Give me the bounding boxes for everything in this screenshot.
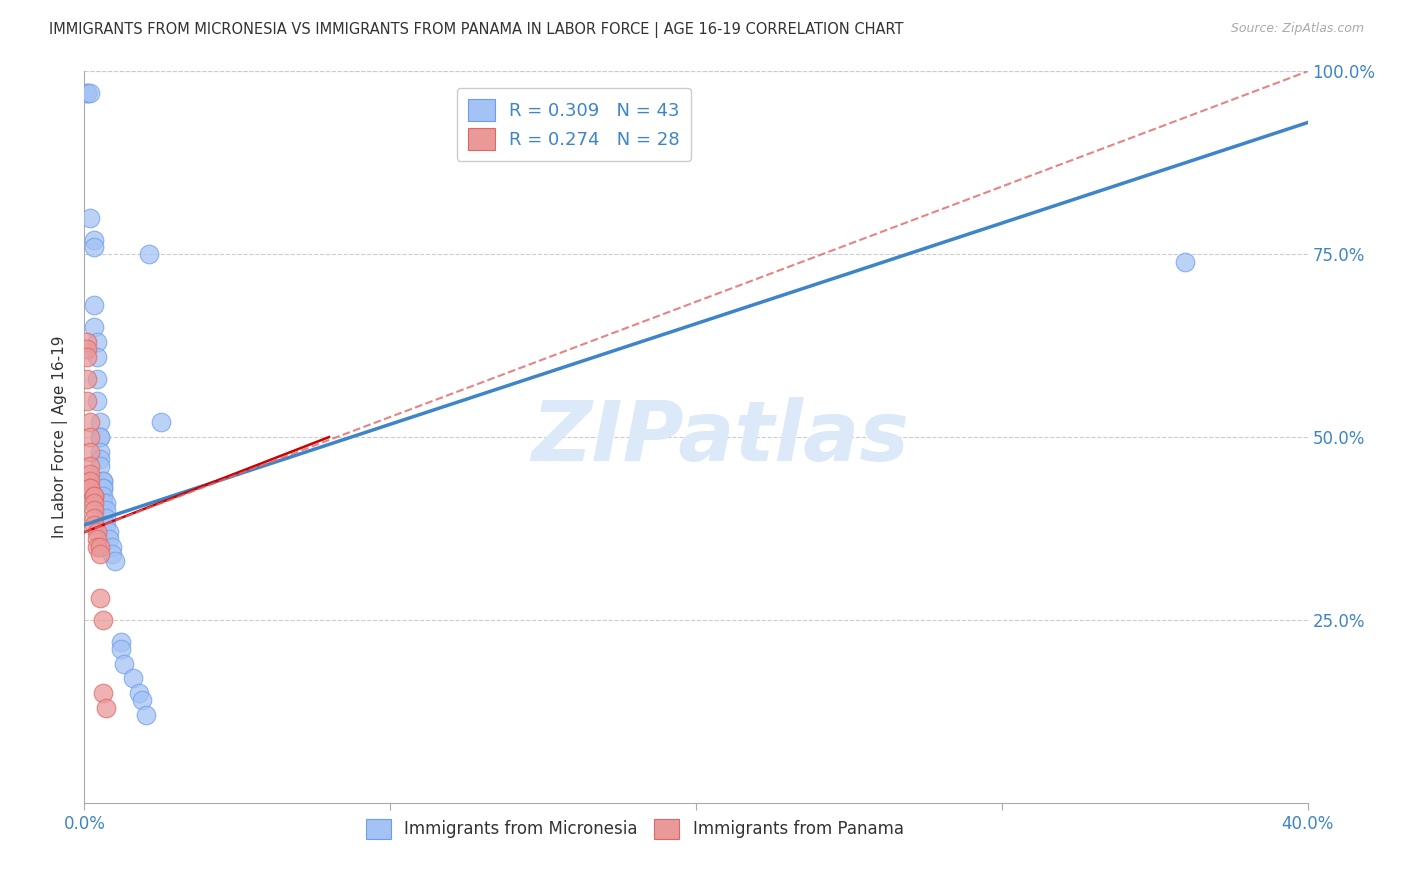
Point (79, 430, 101, 444)
Point (91, 474, 114, 488)
Point (76, 393, 98, 408)
Point (86, 371, 108, 385)
Point (89, 591, 111, 605)
Text: IMMIGRANTS FROM MICRONESIA VS IMMIGRANTS FROM PANAMA IN LABOR FORCE | AGE 16-19 : IMMIGRANTS FROM MICRONESIA VS IMMIGRANTS… (49, 22, 904, 38)
Point (97, 533, 120, 547)
Point (86, 350, 108, 364)
Point (79, 459, 101, 474)
Point (89, 430, 111, 444)
Point (76, 87, 98, 101)
Point (79, 211, 101, 225)
Point (91, 481, 114, 495)
Y-axis label: In Labor Force | Age 16-19: In Labor Force | Age 16-19 (52, 335, 69, 539)
Point (89, 416, 111, 430)
Point (128, 686, 150, 700)
Point (94, 700, 117, 714)
Point (83, 496, 105, 510)
Point (79, 467, 101, 481)
Point (122, 672, 145, 686)
Point (79, 481, 101, 495)
Point (83, 510, 105, 524)
Point (89, 452, 111, 467)
Point (83, 489, 105, 503)
Point (76, 343, 98, 357)
Point (79, 87, 101, 101)
Point (76, 87, 98, 101)
Point (91, 613, 114, 627)
Point (138, 247, 160, 261)
Point (86, 533, 108, 547)
Point (101, 540, 124, 554)
Point (97, 525, 120, 540)
Point (131, 693, 153, 707)
Legend: Immigrants from Micronesia, Immigrants from Panama: Immigrants from Micronesia, Immigrants f… (359, 812, 911, 846)
Point (83, 517, 105, 532)
Point (112, 657, 135, 671)
Point (79, 416, 101, 430)
Point (110, 642, 132, 657)
Point (79, 474, 101, 488)
Point (79, 481, 101, 495)
Point (86, 393, 108, 408)
Point (149, 416, 172, 430)
Point (83, 240, 105, 254)
Point (89, 540, 111, 554)
Point (110, 635, 132, 649)
Point (89, 430, 111, 444)
Point (101, 547, 124, 561)
Text: ZIPatlas: ZIPatlas (531, 397, 910, 477)
Point (1174, 254, 1197, 268)
Point (89, 547, 111, 561)
Point (76, 334, 98, 349)
Point (91, 496, 114, 510)
Text: Source: ZipAtlas.com: Source: ZipAtlas.com (1230, 22, 1364, 36)
Point (83, 489, 105, 503)
Point (83, 298, 105, 312)
Point (94, 496, 117, 510)
Point (83, 233, 105, 247)
Point (89, 444, 111, 458)
Point (94, 503, 117, 517)
Point (76, 350, 98, 364)
Point (79, 444, 101, 458)
Point (86, 540, 108, 554)
Point (83, 320, 105, 334)
Point (89, 459, 111, 474)
Point (94, 510, 117, 524)
Point (91, 686, 114, 700)
Point (83, 503, 105, 517)
Point (91, 489, 114, 503)
Point (86, 525, 108, 540)
Point (91, 481, 114, 495)
Point (94, 517, 117, 532)
Point (135, 708, 157, 723)
Point (91, 474, 114, 488)
Point (76, 371, 98, 385)
Point (104, 554, 127, 568)
Point (86, 334, 108, 349)
